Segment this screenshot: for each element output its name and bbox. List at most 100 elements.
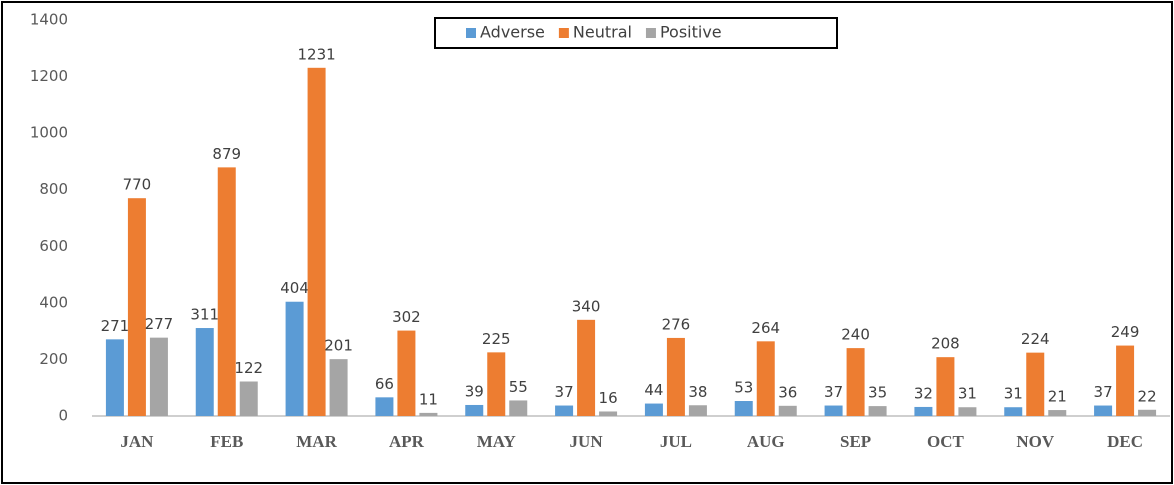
bar xyxy=(419,412,438,416)
data-label: 44 xyxy=(644,381,663,399)
bar xyxy=(239,381,258,416)
data-label: 276 xyxy=(662,315,691,333)
data-label: 1231 xyxy=(297,45,335,63)
data-label: 302 xyxy=(392,308,421,326)
bar xyxy=(846,348,865,416)
data-label: 224 xyxy=(1021,330,1050,348)
bar xyxy=(1094,405,1113,416)
data-label: 31 xyxy=(1004,385,1023,403)
data-label: 37 xyxy=(1094,383,1113,401)
bar xyxy=(397,330,416,416)
bar xyxy=(555,405,574,416)
bar xyxy=(599,411,618,416)
data-label: 39 xyxy=(465,382,484,400)
bar xyxy=(105,339,124,416)
data-label: 55 xyxy=(509,378,528,396)
data-label: 770 xyxy=(123,176,152,194)
y-tick-label: 0 xyxy=(58,407,68,425)
data-label: 225 xyxy=(482,330,511,348)
bar xyxy=(868,406,887,416)
data-label: 340 xyxy=(572,297,601,315)
data-label: 22 xyxy=(1138,387,1157,405)
y-tick-label: 1200 xyxy=(30,67,68,85)
data-label: 122 xyxy=(234,359,263,377)
legend-swatch xyxy=(645,28,656,38)
data-label: 277 xyxy=(145,315,174,333)
x-tick-label: OCT xyxy=(927,432,965,451)
legend-label: Positive xyxy=(660,23,722,42)
x-tick-label: MAR xyxy=(296,432,337,451)
data-label: 21 xyxy=(1048,388,1067,406)
data-label: 271 xyxy=(101,317,130,335)
bar xyxy=(285,301,304,416)
data-label: 37 xyxy=(824,383,843,401)
data-label: 240 xyxy=(841,326,870,344)
data-label: 36 xyxy=(778,383,797,401)
legend-swatch xyxy=(466,28,476,38)
data-label: 35 xyxy=(868,384,887,402)
data-label: 404 xyxy=(280,279,309,297)
x-tick-label: MAY xyxy=(477,432,516,451)
bar xyxy=(936,357,955,416)
legend-swatch xyxy=(558,28,569,38)
y-tick-label: 1400 xyxy=(30,11,68,29)
bar xyxy=(375,397,394,416)
data-label: 66 xyxy=(375,375,394,393)
data-label: 208 xyxy=(931,335,960,353)
bar xyxy=(914,406,933,416)
data-label: 31 xyxy=(958,385,977,403)
data-label: 37 xyxy=(555,383,574,401)
x-tick-label: FEB xyxy=(210,432,243,451)
bar xyxy=(756,341,775,416)
bar xyxy=(1026,352,1045,416)
bar xyxy=(127,198,146,416)
y-tick-label: 600 xyxy=(39,237,68,255)
bar xyxy=(734,401,753,416)
x-tick-label: JUL xyxy=(660,432,692,451)
bar xyxy=(824,405,843,416)
bar xyxy=(778,405,797,416)
bar xyxy=(1138,409,1157,416)
bar xyxy=(577,319,596,416)
legend-label: Adverse xyxy=(480,23,545,42)
x-tick-label: AUG xyxy=(747,432,785,451)
y-tick-label: 800 xyxy=(39,180,68,198)
data-label: 32 xyxy=(914,384,933,402)
bar xyxy=(217,167,236,416)
bar xyxy=(1004,407,1023,416)
bar xyxy=(307,67,326,416)
bar xyxy=(149,337,168,416)
x-tick-label: SEP xyxy=(840,432,871,451)
bar xyxy=(487,352,506,416)
data-label: 264 xyxy=(751,319,780,337)
y-tick-label: 1000 xyxy=(30,124,68,142)
bar xyxy=(195,328,214,416)
bar xyxy=(329,359,348,416)
bar xyxy=(666,337,685,416)
data-label: 879 xyxy=(212,145,241,163)
data-label: 249 xyxy=(1111,323,1140,341)
y-tick-label: 200 xyxy=(39,350,68,368)
bar xyxy=(644,403,663,416)
data-label: 38 xyxy=(688,383,707,401)
x-tick-label: APR xyxy=(389,432,425,451)
y-tick-label: 400 xyxy=(39,293,68,311)
data-label: 53 xyxy=(734,379,753,397)
x-tick-label: JUN xyxy=(570,432,604,451)
bar xyxy=(958,407,977,416)
bar xyxy=(1048,410,1067,416)
x-tick-label: NOV xyxy=(1016,432,1055,451)
data-label: 201 xyxy=(324,337,353,355)
x-tick-label: DEC xyxy=(1107,432,1143,451)
x-tick-label: JAN xyxy=(120,432,154,451)
bar xyxy=(1116,345,1135,416)
data-label: 16 xyxy=(599,389,618,407)
legend-box xyxy=(434,17,838,49)
bar xyxy=(509,400,528,416)
data-label: 311 xyxy=(190,306,219,324)
data-label: 11 xyxy=(419,390,438,408)
bar xyxy=(465,404,484,416)
legend-label: Neutral xyxy=(573,23,632,42)
bar xyxy=(688,405,707,416)
